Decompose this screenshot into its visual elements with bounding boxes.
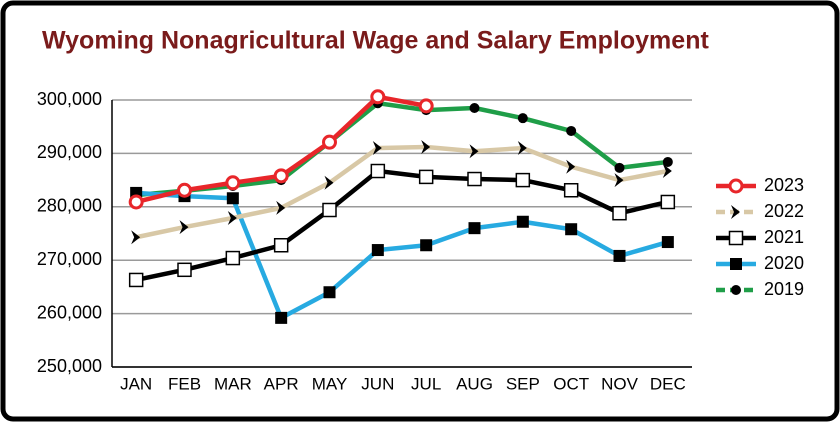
x-tick-label: MAR bbox=[214, 374, 252, 393]
y-tick-label: 260,000 bbox=[37, 302, 102, 322]
data-point bbox=[420, 239, 433, 252]
data-point bbox=[226, 192, 239, 205]
x-tick-label: SEP bbox=[506, 374, 540, 393]
data-point bbox=[179, 220, 189, 235]
data-point bbox=[662, 156, 673, 167]
data-point bbox=[614, 173, 624, 188]
data-point bbox=[273, 237, 289, 253]
legend-marker bbox=[728, 178, 744, 194]
legend-label: 2019 bbox=[764, 279, 804, 299]
data-point bbox=[275, 311, 288, 324]
legend-label: 2021 bbox=[764, 227, 804, 247]
data-point bbox=[563, 182, 579, 198]
data-point bbox=[614, 162, 625, 173]
data-point bbox=[370, 163, 386, 179]
data-point bbox=[566, 125, 577, 136]
data-point bbox=[128, 194, 144, 210]
y-tick-label: 300,000 bbox=[37, 89, 102, 109]
series-line bbox=[135, 100, 669, 198]
y-tick-label: 250,000 bbox=[37, 356, 102, 376]
x-tick-label: DEC bbox=[650, 374, 686, 393]
data-point bbox=[418, 169, 434, 185]
y-tick-label: 280,000 bbox=[37, 196, 102, 216]
data-point bbox=[371, 244, 384, 257]
data-point bbox=[370, 89, 386, 105]
series-line bbox=[135, 144, 669, 240]
legend-label: 2023 bbox=[764, 175, 804, 195]
legend-label: 2020 bbox=[764, 253, 804, 273]
data-point bbox=[177, 262, 192, 278]
y-tick-label: 290,000 bbox=[37, 142, 102, 162]
legend-marker bbox=[731, 285, 741, 295]
x-tick-label: NOV bbox=[601, 374, 639, 393]
x-tick-label: MAY bbox=[312, 374, 348, 393]
data-point bbox=[661, 236, 674, 249]
data-point bbox=[273, 168, 289, 184]
data-point bbox=[565, 223, 578, 236]
data-point bbox=[225, 175, 241, 191]
x-tick-label: FEB bbox=[168, 374, 201, 393]
x-tick-label: OCT bbox=[553, 374, 589, 393]
data-point bbox=[225, 250, 241, 266]
data-point bbox=[613, 249, 626, 262]
data-point bbox=[276, 200, 286, 215]
data-point bbox=[131, 230, 141, 245]
data-point bbox=[516, 215, 529, 228]
data-point bbox=[227, 211, 237, 226]
x-tick-label: JUN bbox=[361, 374, 394, 393]
data-point bbox=[177, 182, 192, 198]
data-point bbox=[566, 159, 576, 174]
legend-marker bbox=[728, 230, 744, 246]
data-point bbox=[322, 134, 337, 150]
x-tick-label: AUG bbox=[456, 374, 493, 393]
data-point bbox=[421, 139, 431, 154]
series-line bbox=[135, 168, 669, 283]
x-tick-label: APR bbox=[264, 374, 299, 393]
legend-marker bbox=[731, 205, 740, 219]
data-point bbox=[517, 141, 527, 156]
x-tick-label: JAN bbox=[120, 374, 152, 393]
data-point bbox=[515, 172, 531, 188]
data-point bbox=[517, 113, 528, 124]
data-point bbox=[469, 103, 480, 114]
data-point bbox=[660, 194, 676, 210]
y-tick-label: 270,000 bbox=[37, 249, 102, 269]
data-point bbox=[418, 98, 434, 114]
data-point bbox=[324, 175, 334, 190]
legend-marker bbox=[730, 258, 742, 270]
data-point bbox=[468, 222, 481, 235]
series-line bbox=[136, 190, 669, 321]
data-point bbox=[469, 144, 479, 159]
x-tick-label: JUL bbox=[411, 374, 441, 393]
data-point bbox=[467, 171, 482, 187]
data-point bbox=[612, 205, 627, 221]
chart-title: Wyoming Nonagricultural Wage and Salary … bbox=[42, 27, 709, 55]
data-point bbox=[128, 272, 144, 288]
legend-label: 2022 bbox=[764, 201, 804, 221]
data-point bbox=[322, 202, 337, 218]
data-point bbox=[323, 286, 336, 299]
data-point bbox=[662, 164, 672, 179]
data-point bbox=[372, 141, 382, 156]
